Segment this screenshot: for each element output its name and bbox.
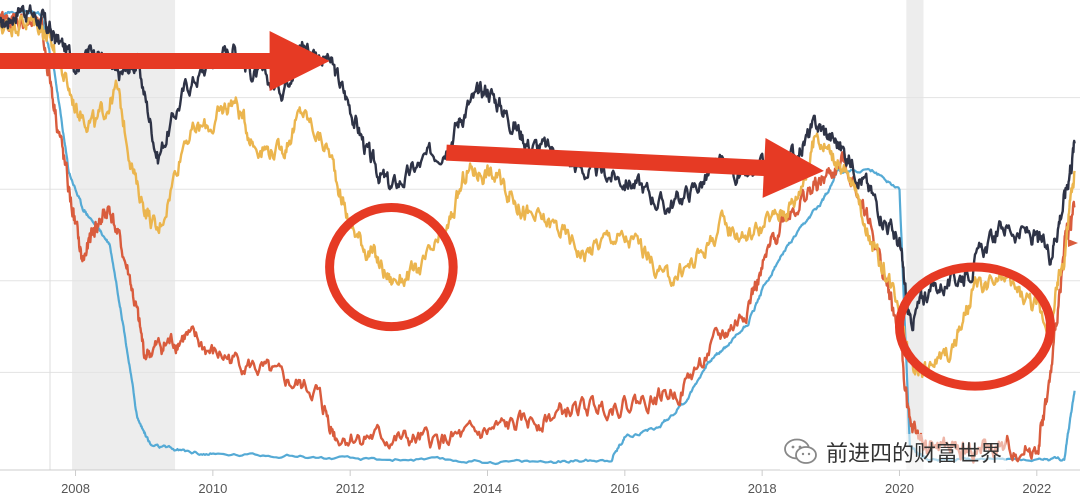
x-tick-label-6: 2020 [885,481,914,496]
x-tick-label-5: 2018 [748,481,777,496]
x-axis-ticks: 2008 2010 2012 2014 2016 2018 2020 2022 [61,470,1051,496]
x-tick-label-3: 2014 [473,481,502,496]
watermark: 前进四的财富世界 [780,434,1007,470]
annotation-ellipse-2 [325,203,458,332]
series-line-0 [0,4,1076,332]
annotation-ellipse-3 [894,262,1056,391]
annotation-arrow-0 [0,31,330,91]
x-tick-label-1: 2010 [198,481,227,496]
x-tick-label-7: 2022 [1022,481,1051,496]
wechat-icon [784,438,817,464]
watermark-text: 前进四的财富世界 [826,442,1003,467]
x-tick-label-4: 2016 [610,481,639,496]
annotations [0,31,1078,391]
right-edge-marker [1068,239,1078,247]
x-tick-label-2: 2012 [336,481,365,496]
x-tick-label-0: 2008 [61,481,90,496]
annotation-arrow-1 [445,138,824,198]
